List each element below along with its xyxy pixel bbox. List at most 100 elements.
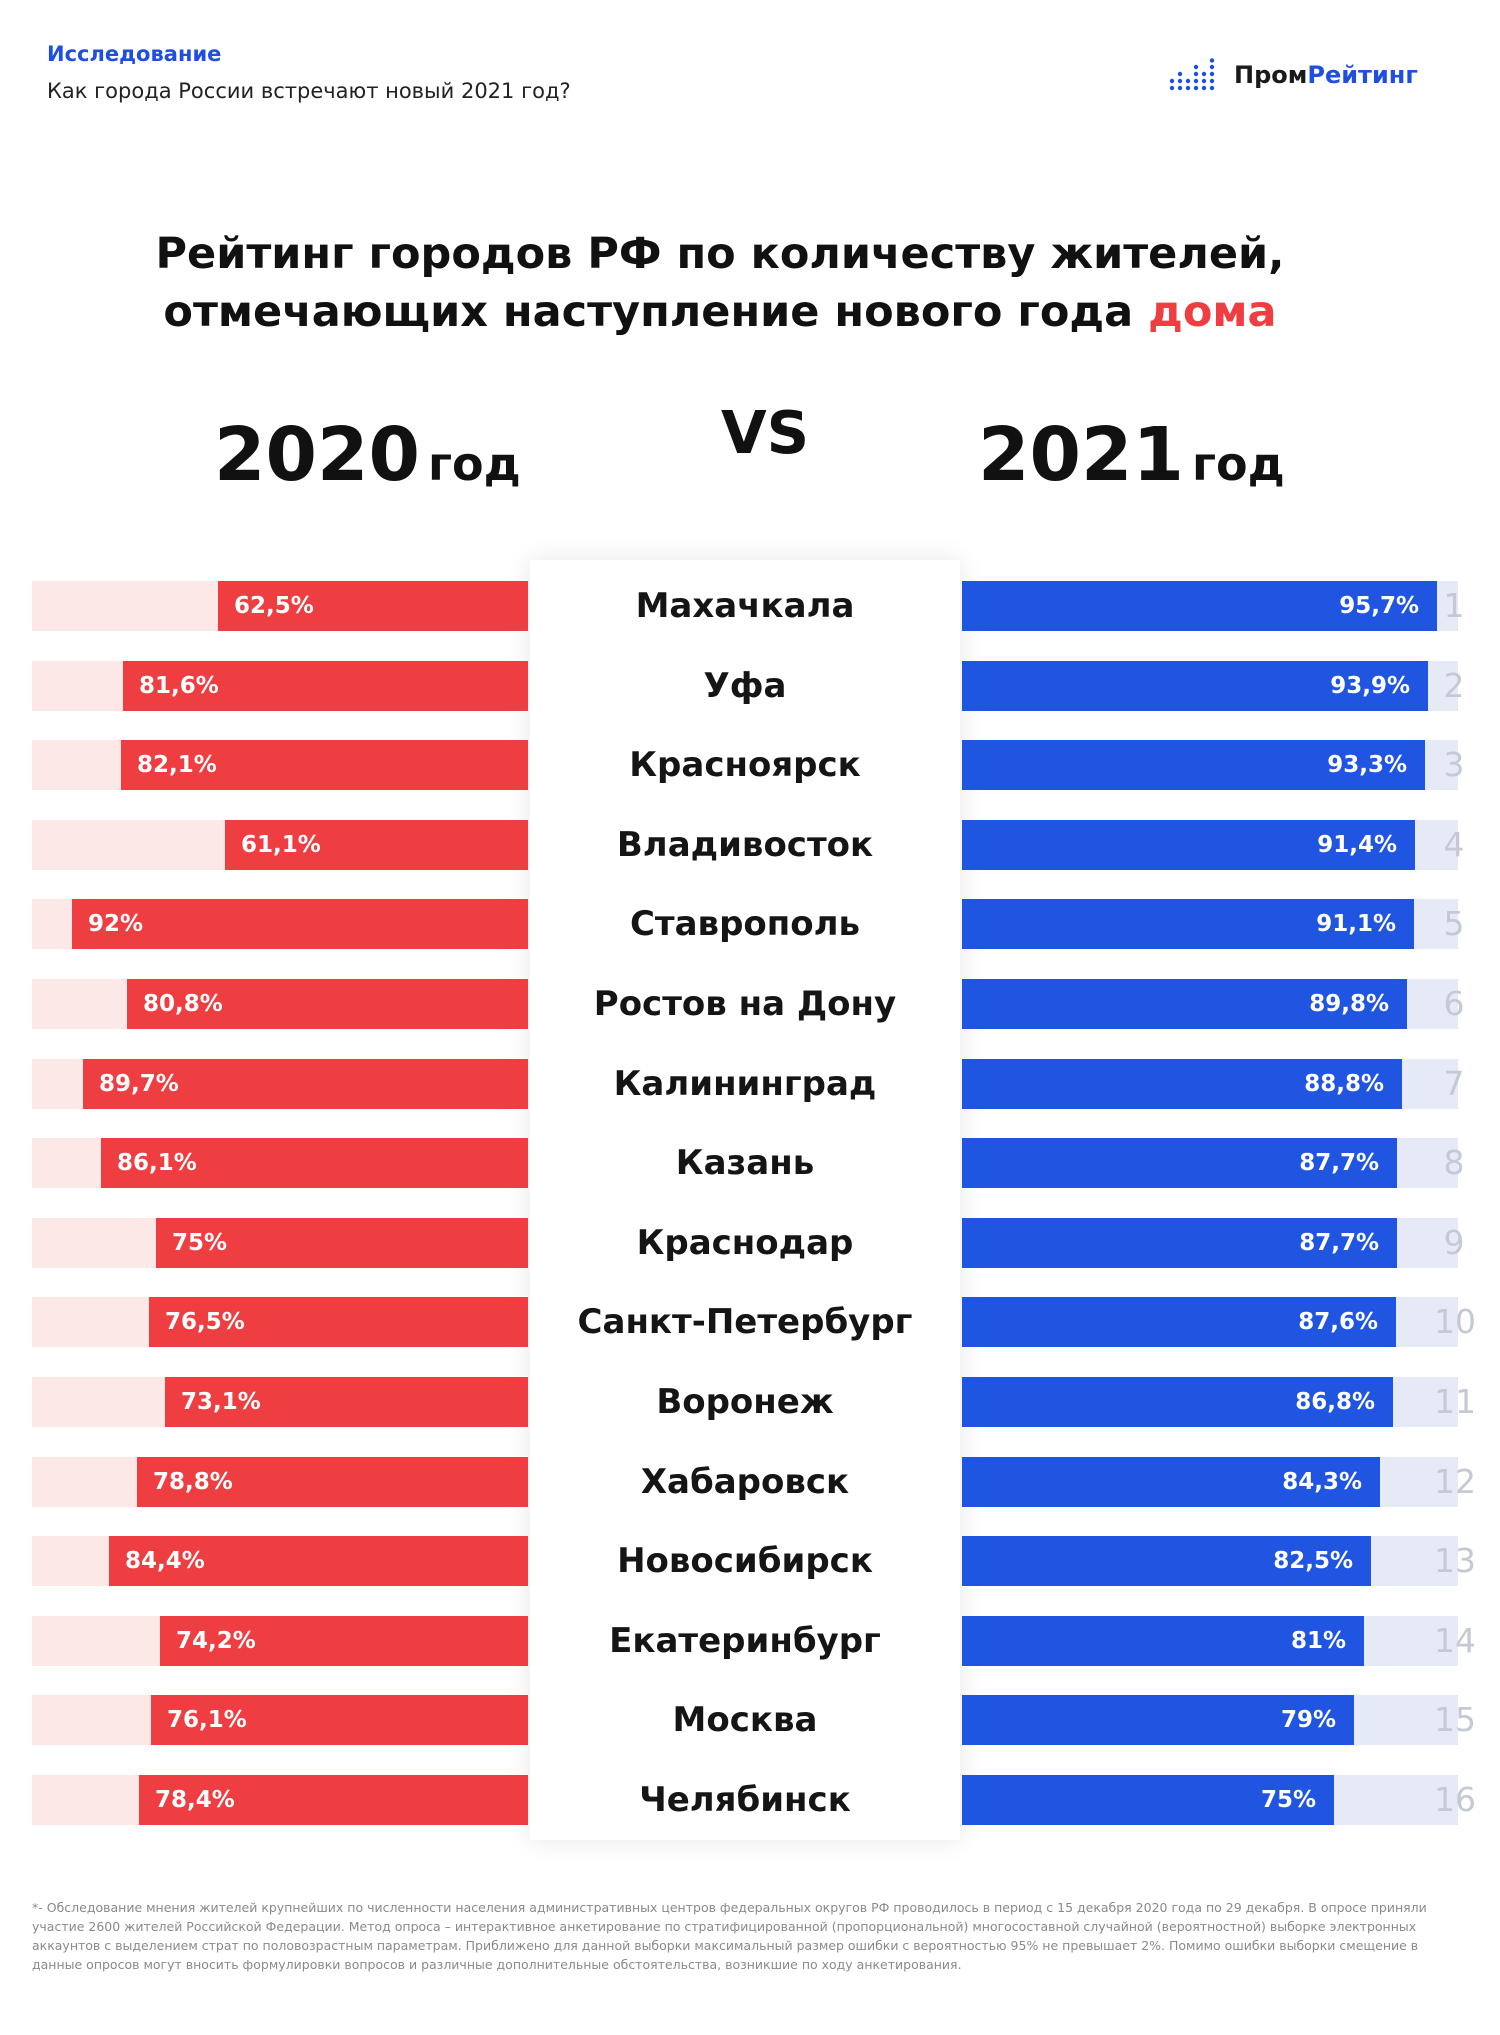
- chart-title: Рейтинг городов РФ по количеству жителей…: [0, 225, 1440, 341]
- city-label: Махачкала: [635, 586, 855, 626]
- logo-text-part1: Пром: [1234, 61, 1308, 89]
- city-label: Воронеж: [656, 1382, 834, 1422]
- rank-number: 8: [1443, 1143, 1465, 1182]
- city-label: Ставрополь: [629, 904, 861, 944]
- chart-row: 78,4% Челябинск 16 75%: [0, 1775, 1500, 1825]
- city-label: Уфа: [703, 666, 787, 706]
- chart-title-line2: отмечающих наступление нового года дома: [0, 283, 1440, 341]
- city-label: Новосибирск: [617, 1541, 873, 1581]
- city-label: Челябинск: [639, 1780, 851, 1820]
- bar-2021: 87,7%: [962, 1138, 1397, 1188]
- bar-2020: 74,2%: [160, 1616, 528, 1666]
- year-left-unit: год: [427, 437, 521, 491]
- bar-2021: 93,9%: [962, 661, 1428, 711]
- bar-2021: 84,3%: [962, 1457, 1380, 1507]
- bar-2021: 87,6%: [962, 1297, 1396, 1347]
- logo-text: ПромРейтинг: [1234, 61, 1418, 89]
- rank-number: 15: [1434, 1700, 1476, 1739]
- rank-number: 16: [1434, 1780, 1476, 1819]
- rank-number: 1: [1443, 586, 1465, 625]
- bar-2020: 76,5%: [149, 1297, 528, 1347]
- bar-2021: 86,8%: [962, 1377, 1393, 1427]
- city-label: Владивосток: [616, 825, 874, 865]
- header-subtitle: Как города России встречают новый 2021 г…: [47, 79, 571, 103]
- city-label: Санкт-Петербург: [577, 1302, 913, 1342]
- year-left-number: 2020: [214, 412, 420, 498]
- chart-title-line2-text: отмечающих наступление нового года: [163, 287, 1149, 337]
- bar-2021: 82,5%: [962, 1536, 1371, 1586]
- bar-2020: 86,1%: [101, 1138, 528, 1188]
- chart-row: 78,8% Хабаровск 12 84,3%: [0, 1457, 1500, 1507]
- rank-number: 10: [1434, 1302, 1476, 1341]
- bar-2020: 82,1%: [121, 740, 528, 790]
- chart-row: 92% Ставрополь 5 91,1%: [0, 899, 1500, 949]
- rank-number: 9: [1443, 1223, 1465, 1262]
- chart-row: 76,5% Санкт-Петербург 10 87,6%: [0, 1297, 1500, 1347]
- center-panel: [530, 560, 960, 1840]
- year-right-unit: год: [1191, 437, 1285, 491]
- chart-title-accent: дома: [1148, 287, 1277, 337]
- year-right-heading: 2021 год: [978, 412, 1285, 498]
- bar-2020: 75%: [156, 1218, 528, 1268]
- year-left-heading: 2020 год: [214, 412, 521, 498]
- bar-2020: 89,7%: [83, 1059, 528, 1109]
- year-right-number: 2021: [978, 412, 1184, 498]
- city-label: Хабаровск: [640, 1462, 850, 1502]
- chart-title-line1: Рейтинг городов РФ по количеству жителей…: [155, 229, 1285, 279]
- rank-number: 6: [1443, 984, 1465, 1023]
- bar-2021: 91,4%: [962, 820, 1415, 870]
- city-label: Ростов на Дону: [593, 984, 897, 1024]
- bar-2020: 84,4%: [109, 1536, 528, 1586]
- bar-2021: 88,8%: [962, 1059, 1402, 1109]
- rank-number: 13: [1434, 1541, 1476, 1580]
- city-label: Краснодар: [636, 1223, 854, 1263]
- chart-row: 75% Краснодар 9 87,7%: [0, 1218, 1500, 1268]
- bar-2020: 80,8%: [127, 979, 528, 1029]
- city-label: Казань: [675, 1143, 815, 1183]
- logo-bars-icon: [1169, 58, 1215, 91]
- bar-2020: 76,1%: [151, 1695, 528, 1745]
- rank-number: 7: [1443, 1064, 1465, 1103]
- chart-row: 61,1% Владивосток 4 91,4%: [0, 820, 1500, 870]
- chart-row: 82,1% Красноярск 3 93,3%: [0, 740, 1500, 790]
- city-label: Красноярск: [629, 745, 861, 785]
- logo: ПромРейтинг: [1168, 58, 1418, 92]
- bar-2020: 78,4%: [139, 1775, 528, 1825]
- header-kicker: Исследование: [47, 42, 222, 66]
- rank-number: 3: [1443, 745, 1465, 784]
- city-label: Москва: [672, 1700, 818, 1740]
- chart-row: 74,2% Екатеринбург 14 81%: [0, 1616, 1500, 1666]
- bar-2020: 92%: [72, 899, 528, 949]
- footnote: *- Обследование мнения жителей крупнейши…: [32, 1900, 1427, 1972]
- rank-number: 14: [1434, 1621, 1476, 1660]
- rank-number: 11: [1434, 1382, 1476, 1421]
- bar-2021: 75%: [962, 1775, 1334, 1825]
- bar-2021: 79%: [962, 1695, 1354, 1745]
- chart-row: 80,8% Ростов на Дону 6 89,8%: [0, 979, 1500, 1029]
- bar-2021: 91,1%: [962, 899, 1414, 949]
- city-label: Калининград: [613, 1064, 877, 1104]
- bar-2021: 89,8%: [962, 979, 1407, 1029]
- chart-row: 84,4% Новосибирск 13 82,5%: [0, 1536, 1500, 1586]
- bar-2021: 95,7%: [962, 581, 1437, 631]
- rank-number: 4: [1443, 825, 1465, 864]
- vs-label: VS: [721, 398, 810, 467]
- bar-2020: 61,1%: [225, 820, 528, 870]
- bar-2021: 93,3%: [962, 740, 1425, 790]
- bar-2020: 73,1%: [165, 1377, 528, 1427]
- bar-2021: 87,7%: [962, 1218, 1397, 1268]
- chart-row: 76,1% Москва 15 79%: [0, 1695, 1500, 1745]
- bar-2020: 62,5%: [218, 581, 528, 631]
- rank-number: 2: [1443, 666, 1465, 705]
- bar-2021: 81%: [962, 1616, 1364, 1666]
- rank-number: 12: [1434, 1462, 1476, 1501]
- chart-row: 73,1% Воронеж 11 86,8%: [0, 1377, 1500, 1427]
- chart-row: 62,5% Махачкала 1 95,7%: [0, 581, 1500, 631]
- chart-row: 86,1% Казань 8 87,7%: [0, 1138, 1500, 1188]
- city-label: Екатеринбург: [609, 1621, 881, 1661]
- bar-2020: 81,6%: [123, 661, 528, 711]
- rank-number: 5: [1443, 904, 1465, 943]
- logo-text-part2: Рейтинг: [1307, 61, 1418, 89]
- chart-row: 89,7% Калининград 7 88,8%: [0, 1059, 1500, 1109]
- chart-row: 81,6% Уфа 2 93,9%: [0, 661, 1500, 711]
